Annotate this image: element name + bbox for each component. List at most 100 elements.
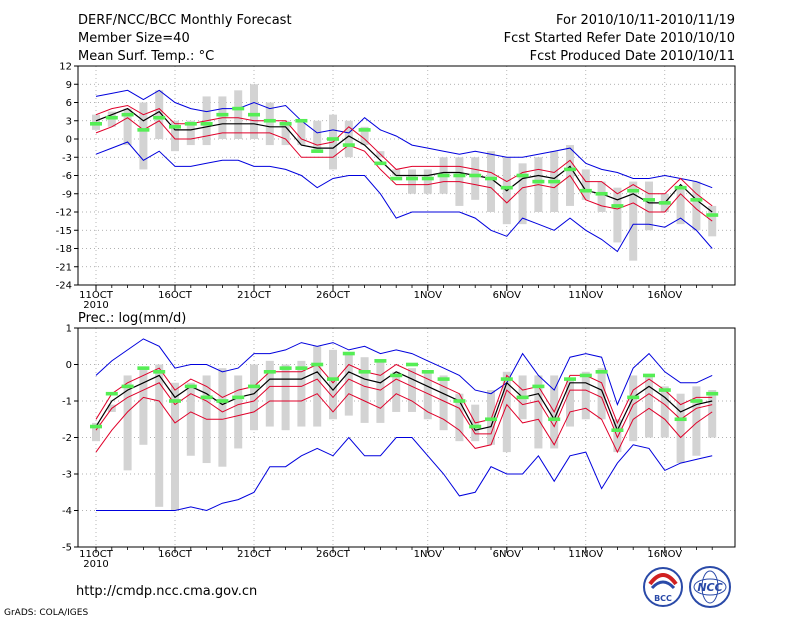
range-box: [186, 382, 195, 456]
observation-marker: [627, 188, 640, 193]
observation-marker: [421, 176, 434, 181]
observation-marker: [500, 377, 513, 381]
observation-marker: [532, 384, 545, 389]
observation-marker: [121, 384, 134, 389]
range-box: [660, 386, 669, 438]
range-box: [281, 364, 290, 431]
series-line-min: [95, 141, 713, 253]
observation-marker: [516, 173, 529, 178]
observation-marker: [595, 370, 608, 374]
y-tick-label: -21: [56, 262, 72, 273]
range-box: [534, 375, 543, 449]
observation-marker: [674, 417, 687, 422]
range-box: [487, 151, 495, 212]
range-box: [613, 419, 622, 453]
observation-marker: [690, 198, 703, 202]
y-tick-label: -18: [56, 244, 72, 255]
observation-marker: [658, 201, 671, 205]
observation-marker: [421, 370, 434, 374]
observation-marker: [643, 198, 655, 202]
observation-marker: [200, 121, 213, 126]
observation-marker: [485, 417, 497, 422]
observation-marker: [437, 173, 450, 178]
series-line-max: [95, 89, 713, 189]
observation-marker: [469, 424, 482, 429]
y-tick-label: 12: [59, 62, 72, 73]
ncc-logo-text: NCC: [697, 581, 722, 594]
range-box: [502, 371, 511, 453]
x-tick-label: 11OCT: [79, 549, 114, 560]
series-line-max: [95, 338, 713, 406]
observation-marker: [453, 399, 466, 403]
bcc-logo-text: BCC: [654, 594, 672, 603]
observation-marker: [390, 373, 403, 378]
series-line-p10: [95, 393, 713, 454]
observation-marker: [469, 173, 482, 178]
member-size-label: Member Size=40: [78, 31, 190, 46]
y-tick-label: 9: [66, 80, 72, 91]
range-box: [250, 84, 258, 139]
grads-credit: GrADS: COLA/IGES: [4, 608, 88, 618]
observation-marker: [485, 176, 497, 181]
range-box: [155, 364, 164, 507]
y-tick-label: -2: [62, 433, 72, 444]
precipitation-panel: 1 0 -1 -2 -3 -4 -5 11OCT 16OCT 21OCT 26OCT 1NOV 6NOV…: [62, 324, 736, 570]
observation-marker: [579, 188, 592, 193]
range-box: [265, 360, 274, 427]
observation-marker: [169, 399, 181, 403]
series-line-mean: [95, 371, 713, 432]
range-box: [329, 349, 337, 420]
observation-marker: [153, 370, 166, 374]
range-box: [392, 371, 401, 412]
observation-marker: [374, 161, 387, 166]
observation-marker: [248, 112, 260, 117]
forecast-started-label: Fcst Started Refer Date 2010/10/10: [504, 31, 735, 46]
observation-marker: [311, 149, 324, 153]
bcc-logo: BCC: [643, 567, 683, 607]
observation-marker: [643, 373, 655, 378]
x-tick-label: 6NOV: [493, 549, 522, 560]
y-tick-label: -4: [62, 506, 72, 517]
x-tick-label: 21OCT: [237, 549, 272, 560]
x-tick-label: 16OCT: [158, 549, 193, 560]
y-tick-label: -12: [56, 208, 72, 219]
range-box: [234, 90, 243, 139]
observation-marker: [279, 366, 292, 370]
observation-marker: [232, 395, 245, 400]
range-box: [487, 390, 495, 445]
observation-marker: [216, 112, 229, 117]
observation-marker: [706, 391, 719, 396]
observation-marker: [137, 128, 150, 132]
range-box: [92, 422, 100, 442]
range-box: [645, 181, 653, 231]
observation-marker: [564, 167, 576, 172]
observation-marker: [658, 388, 671, 392]
range-box: [408, 169, 416, 194]
range-box: [360, 126, 369, 146]
observation-marker: [611, 428, 624, 432]
range-box: [392, 169, 401, 176]
series-line-p25: [95, 378, 713, 439]
range-box: [455, 393, 464, 442]
observation-marker: [137, 366, 150, 370]
range-box: [139, 102, 148, 170]
range-box: [344, 353, 353, 416]
observation-marker: [579, 373, 592, 378]
observation-marker: [611, 204, 624, 208]
range-box: [676, 187, 685, 225]
y-tick-label: -1: [62, 397, 72, 408]
range-box: [581, 371, 590, 420]
observation-marker: [121, 112, 134, 117]
range-box: [297, 360, 306, 427]
variable-label: Mean Surf. Temp.: °C: [78, 49, 214, 64]
range-box: [566, 379, 574, 427]
forecast-produced-label: Fcst Produced Date 2010/10/11: [530, 49, 735, 64]
observation-marker: [690, 399, 703, 403]
range-box: [155, 90, 164, 139]
y-tick-label: -15: [56, 226, 72, 237]
range-box: [297, 120, 306, 146]
x-tick-label: 16NOV: [647, 549, 682, 560]
observation-marker: [532, 179, 545, 184]
observation-marker: [184, 121, 197, 126]
y-tick-label: 6: [66, 98, 72, 109]
